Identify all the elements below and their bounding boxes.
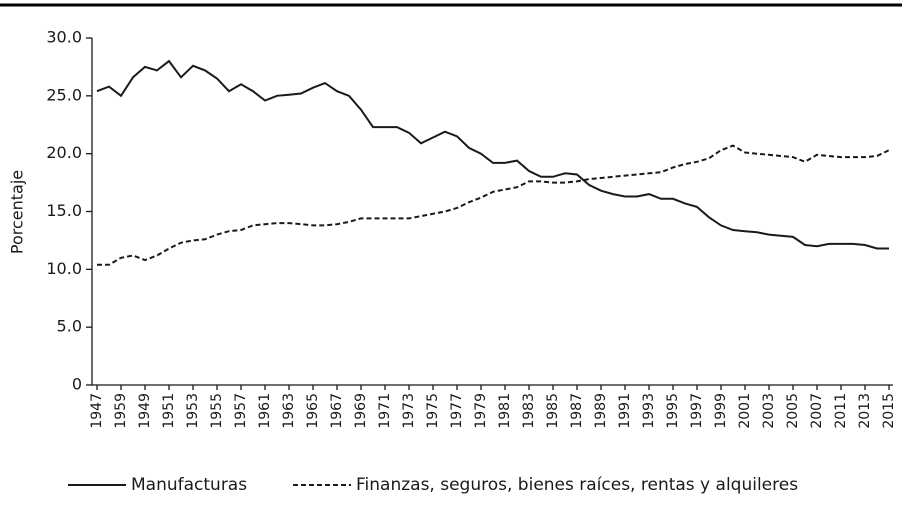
x-tick-label: 1987 (569, 393, 585, 429)
x-tick-label: 2003 (761, 393, 777, 429)
x-tick-label: 1973 (401, 393, 417, 429)
y-tick-label: 20.0 (46, 143, 82, 162)
legend-label: Finanzas, seguros, bienes raíces, rentas… (356, 475, 798, 495)
x-tick-label: 1997 (689, 393, 705, 429)
x-tick-label: 1957 (233, 393, 249, 429)
x-tick-label: 2013 (857, 393, 873, 429)
y-axis-label: Porcentaje (8, 170, 27, 254)
x-tick-label: 1963 (281, 393, 297, 429)
x-tick-label: 1993 (641, 393, 657, 429)
x-tick-label: 1995 (665, 393, 681, 429)
x-tick-label: 1951 (161, 393, 177, 429)
series-line (97, 144, 890, 266)
x-tick-label: 1967 (329, 393, 345, 429)
x-tick-label: 1983 (521, 393, 537, 429)
y-tick-label: 10.0 (46, 259, 82, 278)
x-tick-label: 1977 (449, 393, 465, 429)
x-tick-label: 1969 (353, 393, 369, 429)
x-tick-label: 1979 (473, 393, 489, 429)
y-tick-label: 15.0 (46, 201, 82, 220)
x-tick-label: 1999 (713, 393, 729, 429)
y-tick-label: 5.0 (57, 317, 82, 336)
x-tick-label: 2001 (737, 393, 753, 429)
x-tick-label: 2015 (881, 393, 897, 429)
x-tick-label: 1947 (89, 393, 105, 429)
x-tick-label: 1989 (593, 393, 609, 429)
x-tick-label: 1959 (113, 393, 129, 429)
x-tick-label: 1961 (257, 393, 273, 429)
x-tick-label: 1985 (545, 393, 561, 429)
x-tick-label: 1971 (377, 393, 393, 429)
series-line (96, 59, 889, 250)
x-tick-label: 1949 (137, 393, 153, 429)
x-tick-label: 1953 (185, 393, 201, 429)
x-tick-label: 1955 (209, 393, 225, 429)
x-tick-label: 1965 (305, 393, 321, 429)
y-tick-label: 25.0 (46, 85, 82, 104)
x-tick-label: 1991 (617, 393, 633, 429)
x-tick-label: 2011 (833, 393, 849, 429)
x-tick-label: 2007 (809, 393, 825, 429)
y-tick-label: 0 (72, 375, 82, 394)
x-tick-label: 2005 (785, 393, 801, 429)
x-tick-label: 1975 (425, 393, 441, 429)
y-tick-label: 30.0 (46, 28, 82, 47)
legend-label: Manufacturas (131, 475, 247, 495)
x-tick-label: 1981 (497, 393, 513, 429)
